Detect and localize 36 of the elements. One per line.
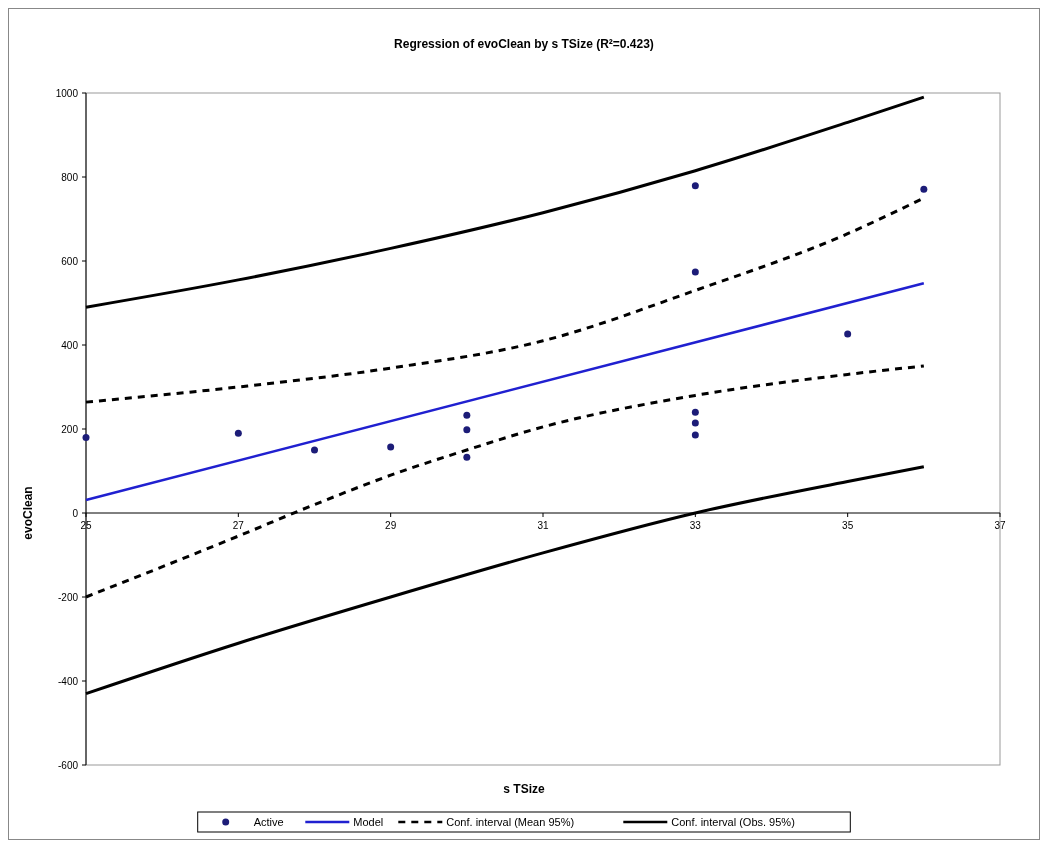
point <box>920 185 928 193</box>
x-axis-title: s TSize <box>503 782 545 796</box>
x-tick-label: 35 <box>842 520 854 531</box>
point <box>463 453 471 461</box>
point <box>691 431 699 439</box>
point <box>463 426 471 434</box>
point <box>234 429 242 437</box>
y-axis-title: evoClean <box>21 486 35 540</box>
x-tick-label: 37 <box>994 520 1006 531</box>
point <box>691 408 699 416</box>
chart-title: Regression of evoClean by s TSize (R²=0.423) <box>394 37 654 51</box>
y-tick-label: -600 <box>57 760 79 771</box>
legend-label: Conf. interval (Mean 95%) <box>446 816 575 828</box>
legend-label: Model <box>353 816 384 828</box>
point <box>844 330 852 338</box>
y-tick-label: 800 <box>61 172 79 183</box>
y-tick-label: -400 <box>57 676 79 687</box>
legend-label: Active <box>253 816 284 828</box>
x-tick-label: 31 <box>537 520 549 531</box>
point <box>463 411 471 419</box>
y-tick-label: 1000 <box>55 88 79 99</box>
y-tick-label: 0 <box>72 508 79 519</box>
point <box>311 446 318 454</box>
point <box>82 433 90 441</box>
y-tick-label: 200 <box>61 424 79 435</box>
y-tick-label: -200 <box>57 592 79 603</box>
point <box>691 419 699 427</box>
point <box>691 268 699 276</box>
x-tick-label: 33 <box>689 520 702 531</box>
legend-label: Conf. interval (Obs. 95%) <box>671 816 795 828</box>
x-tick-label: 29 <box>385 520 397 531</box>
x-tick-label: 27 <box>232 520 245 531</box>
point <box>691 182 699 190</box>
y-tick-label: 400 <box>61 340 79 351</box>
point <box>387 443 395 451</box>
y-tick-label: 600 <box>61 256 79 267</box>
